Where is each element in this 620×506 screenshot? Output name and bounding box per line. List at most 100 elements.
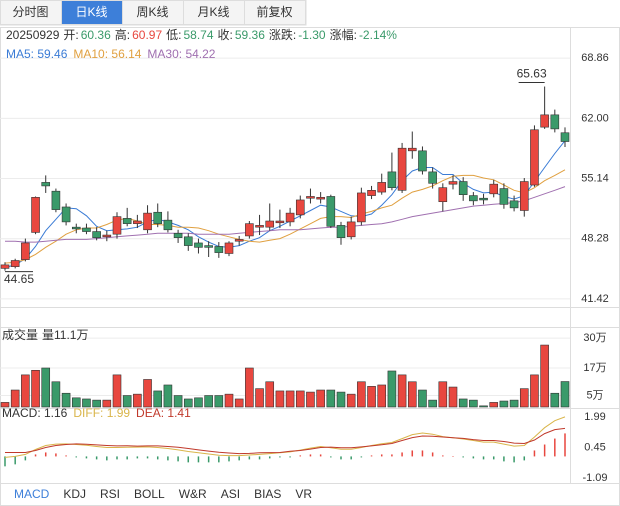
volume-bar	[122, 395, 132, 408]
macd-bar	[116, 456, 118, 460]
quote-label: 高:	[115, 27, 130, 42]
y-tick-label: -1.09	[582, 472, 607, 484]
candle-body	[326, 196, 336, 227]
volume-bar	[367, 386, 376, 408]
tab[interactable]	[183, 0, 245, 25]
legend-entry: DEA: 1.41	[136, 406, 191, 420]
volume-bar	[163, 384, 173, 408]
macd-bar	[299, 455, 302, 457]
tab-label[interactable]: 前复权	[256, 4, 292, 19]
volume-bar	[509, 399, 519, 408]
legend-entry: MA5: 59.46	[6, 47, 68, 61]
indicator-tab[interactable]: W&R	[179, 487, 207, 501]
y-tick-label: 30万	[583, 332, 606, 344]
candle-body	[550, 114, 560, 130]
candle-body	[224, 242, 234, 254]
volume-bar	[397, 374, 407, 408]
macd-bar	[472, 456, 475, 459]
candle-body	[306, 196, 315, 199]
candle-body	[407, 147, 417, 152]
volume-bar	[21, 374, 30, 408]
candle-body	[560, 132, 570, 142]
macd-bar	[177, 456, 179, 462]
indicator-tab[interactable]: RSI	[100, 487, 120, 501]
volume-bar	[540, 344, 549, 408]
volume-bar	[530, 374, 539, 408]
volume-bar	[0, 402, 10, 408]
indicator-tab[interactable]: BIAS	[254, 487, 281, 501]
volume-bar	[204, 395, 213, 408]
macd-bar	[258, 456, 261, 460]
indicator-tab[interactable]: KDJ	[63, 487, 86, 501]
volume-bar	[357, 381, 366, 408]
candle-body	[316, 197, 325, 200]
candle-body	[458, 181, 468, 195]
volume-bar	[499, 400, 509, 408]
macd-bar	[207, 456, 210, 463]
macd-bar	[482, 456, 485, 460]
tab[interactable]	[61, 0, 123, 25]
macd-bar	[268, 456, 271, 459]
candle-body	[51, 190, 61, 210]
volume-bar	[10, 389, 20, 408]
y-tick-label: 48.28	[581, 233, 609, 245]
quote-value: 60.36	[81, 28, 111, 42]
macd-bar	[146, 456, 149, 459]
candle-body	[489, 183, 499, 195]
indicator-tab[interactable]: BOLL	[134, 487, 165, 501]
tab[interactable]	[122, 0, 184, 25]
y-tick-label: 1.99	[584, 411, 605, 423]
candle-body	[438, 187, 448, 203]
volume-bar	[224, 393, 234, 408]
candle-body	[346, 221, 356, 238]
max-label: 65.63	[517, 67, 547, 81]
tab-label[interactable]: 月K线	[197, 5, 229, 19]
volume-bar	[469, 399, 478, 408]
indicator-tab[interactable]: ASI	[221, 487, 240, 501]
macd-bar	[401, 452, 403, 457]
candle-body	[21, 242, 30, 260]
macd-line	[5, 427, 566, 455]
volume-bar	[234, 398, 244, 408]
candle-body	[509, 200, 519, 209]
candle-body	[143, 212, 152, 231]
macd-bar	[523, 456, 526, 461]
candle-body	[10, 260, 20, 267]
legend-entry: 量11.1万	[42, 328, 88, 342]
tab[interactable]	[244, 0, 306, 25]
ma-line	[4, 169, 566, 264]
volume-bar	[71, 397, 81, 408]
candle-body	[255, 225, 264, 228]
y-tick-label: 17万	[583, 362, 606, 374]
tab-label[interactable]: 日K线	[75, 5, 107, 19]
volume-bar	[428, 399, 437, 408]
volume-bar	[326, 389, 336, 408]
indicator-tab[interactable]: MACD	[14, 487, 50, 501]
candle-body	[530, 129, 539, 186]
y-tick-label: 0.45	[584, 441, 605, 453]
candle-body	[112, 216, 122, 235]
macd-bar	[330, 456, 332, 458]
macd-bar	[197, 456, 200, 463]
macd-bar	[452, 456, 454, 457]
volume-bar	[51, 381, 61, 408]
volume-bar	[112, 374, 122, 408]
candle-body	[428, 171, 437, 184]
y-tick-label: 55.14	[581, 172, 609, 184]
macd-bar	[442, 455, 444, 457]
candle-body	[31, 197, 40, 233]
tab-label[interactable]: 周K线	[136, 5, 168, 19]
macd-bar	[238, 456, 240, 461]
volume-bar	[448, 386, 458, 408]
indicator-tab[interactable]: VR	[295, 487, 312, 501]
candle-body	[418, 150, 427, 172]
tab-label[interactable]: 分时图	[12, 5, 48, 19]
candle-body	[71, 226, 81, 230]
macd-bar	[503, 456, 505, 462]
quote-label: 收:	[218, 28, 233, 42]
volume-bar	[346, 393, 356, 408]
legend-entry: MACD: 1.16	[2, 406, 68, 420]
volume-bar	[438, 381, 448, 408]
macd-bar	[55, 453, 57, 457]
min-label: 44.65	[4, 272, 34, 286]
